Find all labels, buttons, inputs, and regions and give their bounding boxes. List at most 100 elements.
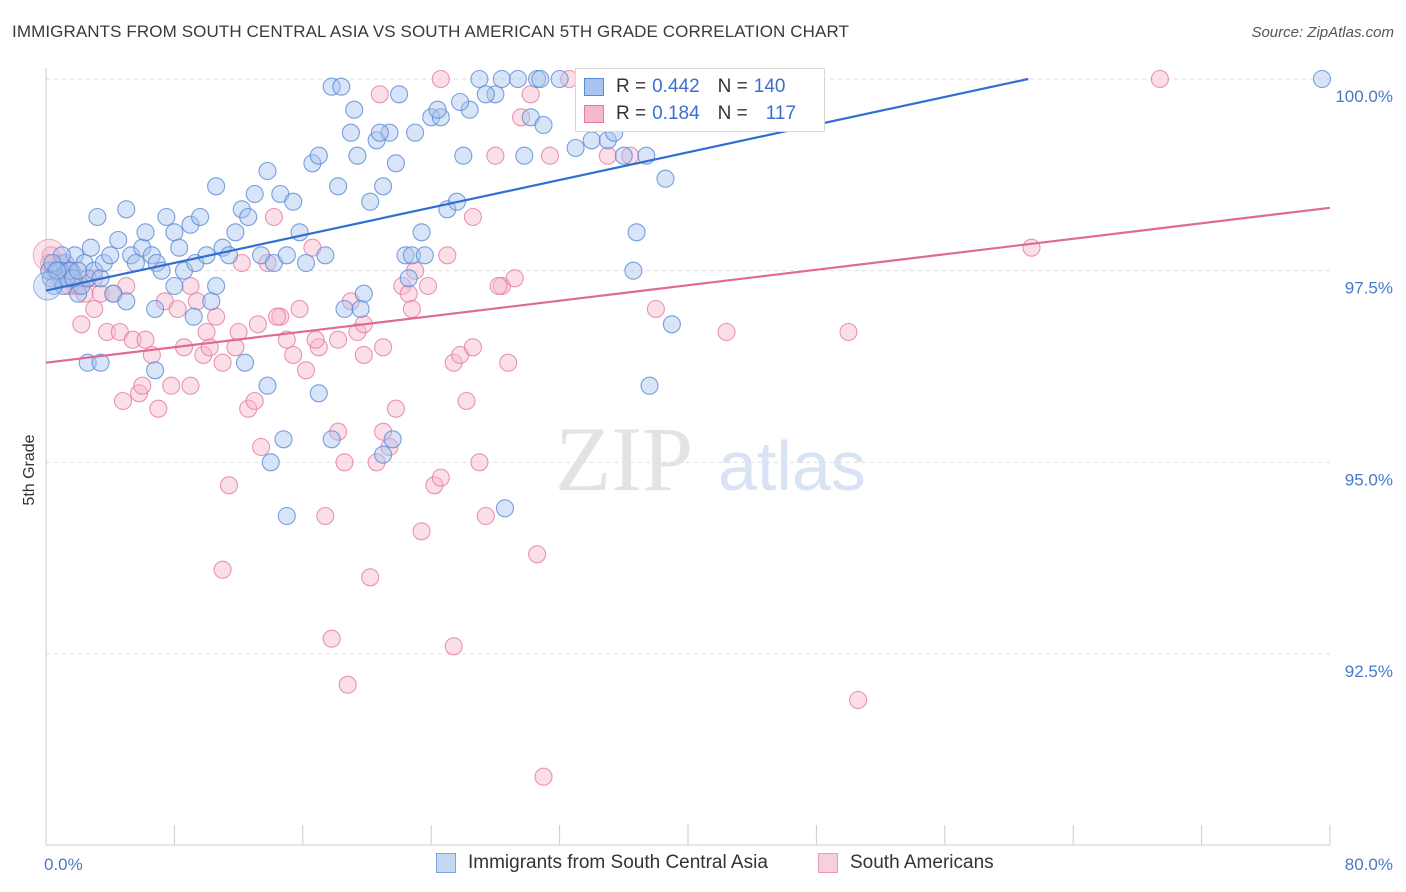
blue-point [109, 230, 128, 250]
pink-point [149, 399, 168, 418]
tick-labels: 92.5% 95.0% 97.5% 100.0% 0.0% 80.0% [44, 87, 1393, 874]
blue-point [515, 146, 534, 165]
legend-r-value: 0.184 [652, 103, 700, 124]
pink-point [528, 545, 547, 564]
pink-point [306, 330, 325, 349]
blue-point [640, 376, 659, 395]
legend-n-label: N = [717, 76, 748, 97]
blue-point [341, 123, 360, 142]
watermark: ZIP atlas [555, 408, 866, 510]
pink-point [248, 315, 267, 334]
blue-point [396, 246, 415, 265]
blue-point [309, 146, 328, 165]
blue-point [451, 92, 470, 112]
blue-point [277, 506, 296, 526]
pink-point [406, 261, 425, 280]
blue-point [33, 271, 63, 301]
blue-point [383, 430, 402, 449]
pink-point [187, 292, 206, 311]
blue-point [202, 292, 221, 311]
blue-point [399, 269, 418, 288]
blue-point [133, 238, 152, 257]
blue-point [117, 292, 136, 311]
blue-point [274, 430, 293, 449]
pink-point [425, 476, 444, 495]
pink-point [418, 276, 438, 296]
pink-point [431, 468, 450, 487]
pink-point [91, 284, 110, 303]
pink-point [374, 338, 393, 357]
pink-point [213, 353, 232, 372]
trend-line-pink [45, 206, 1331, 364]
blue-point [165, 276, 184, 296]
blue-point [101, 246, 120, 265]
axes [45, 68, 1331, 846]
blue-point [284, 192, 303, 211]
pink-point [264, 207, 283, 227]
blue-point [157, 207, 176, 227]
blue-point [322, 77, 341, 96]
blue-point [303, 154, 322, 173]
blue-point [296, 253, 316, 273]
blue-point [534, 115, 553, 135]
bottom-legend-item-pink: South Americans [818, 852, 994, 874]
pink-point [316, 506, 335, 526]
blue-point [235, 353, 255, 372]
pink-point [444, 637, 463, 656]
blue-point [415, 246, 434, 265]
pink-point [646, 299, 665, 319]
pink-point [123, 330, 142, 349]
legend-n-label: N = [717, 103, 748, 124]
legend-box: R = 0.442 N = 140 R = 0.184 N = 117 [575, 68, 825, 132]
pink-point [486, 146, 505, 165]
pink-point [463, 207, 482, 227]
blue-point [258, 161, 277, 181]
pink-point [72, 315, 91, 334]
x-tick-label: 0.0% [44, 855, 83, 874]
pink-point [133, 376, 152, 395]
pink-point [839, 322, 858, 342]
blue-point [348, 146, 367, 165]
pink-point [386, 399, 405, 418]
blue-point [508, 69, 527, 89]
blue-point [582, 131, 601, 150]
legend-r-label: R = [616, 76, 647, 97]
pink-point [399, 284, 418, 303]
chart-title: IMMIGRANTS FROM SOUTH CENTRAL ASIA VS SO… [12, 22, 850, 41]
blue-point [258, 376, 277, 395]
pink-point [85, 299, 104, 319]
blue-point [207, 177, 226, 196]
pink-point [296, 361, 316, 380]
blue-point [69, 261, 88, 280]
blue-point [380, 123, 399, 142]
bottom-legend-swatch-blue [436, 853, 456, 873]
blue-point [277, 246, 296, 265]
source-label: Source: ZipAtlas.com [1251, 24, 1394, 41]
blue-point [656, 169, 675, 188]
blue-point [662, 315, 681, 334]
blue-point [370, 123, 389, 142]
series-south-americans [32, 69, 1169, 786]
blue-point [146, 299, 165, 319]
blue-point [181, 215, 200, 234]
blue-point [354, 284, 373, 303]
pink-point [219, 476, 239, 495]
pink-point [268, 307, 287, 326]
blue-point [406, 123, 425, 142]
blue-point [239, 207, 258, 227]
legend-swatch-blue [584, 78, 604, 96]
pink-point [136, 330, 155, 349]
pink-point [245, 391, 264, 411]
blue-point [374, 445, 393, 464]
pink-point [489, 276, 508, 296]
trend-line-blue [45, 77, 1029, 292]
x-tick-label: 80.0% [1345, 855, 1393, 874]
pink-point [277, 330, 296, 349]
pink-point [239, 399, 258, 418]
legend-r-value: 0.442 [652, 76, 700, 97]
blue-point [48, 261, 67, 280]
blue-point [245, 184, 264, 204]
bottom-legend-item-blue: Immigrants from South Central Asia [436, 852, 768, 874]
pink-point [499, 353, 518, 372]
legend-row-blue: R = 0.442 N = 140 [584, 74, 785, 100]
